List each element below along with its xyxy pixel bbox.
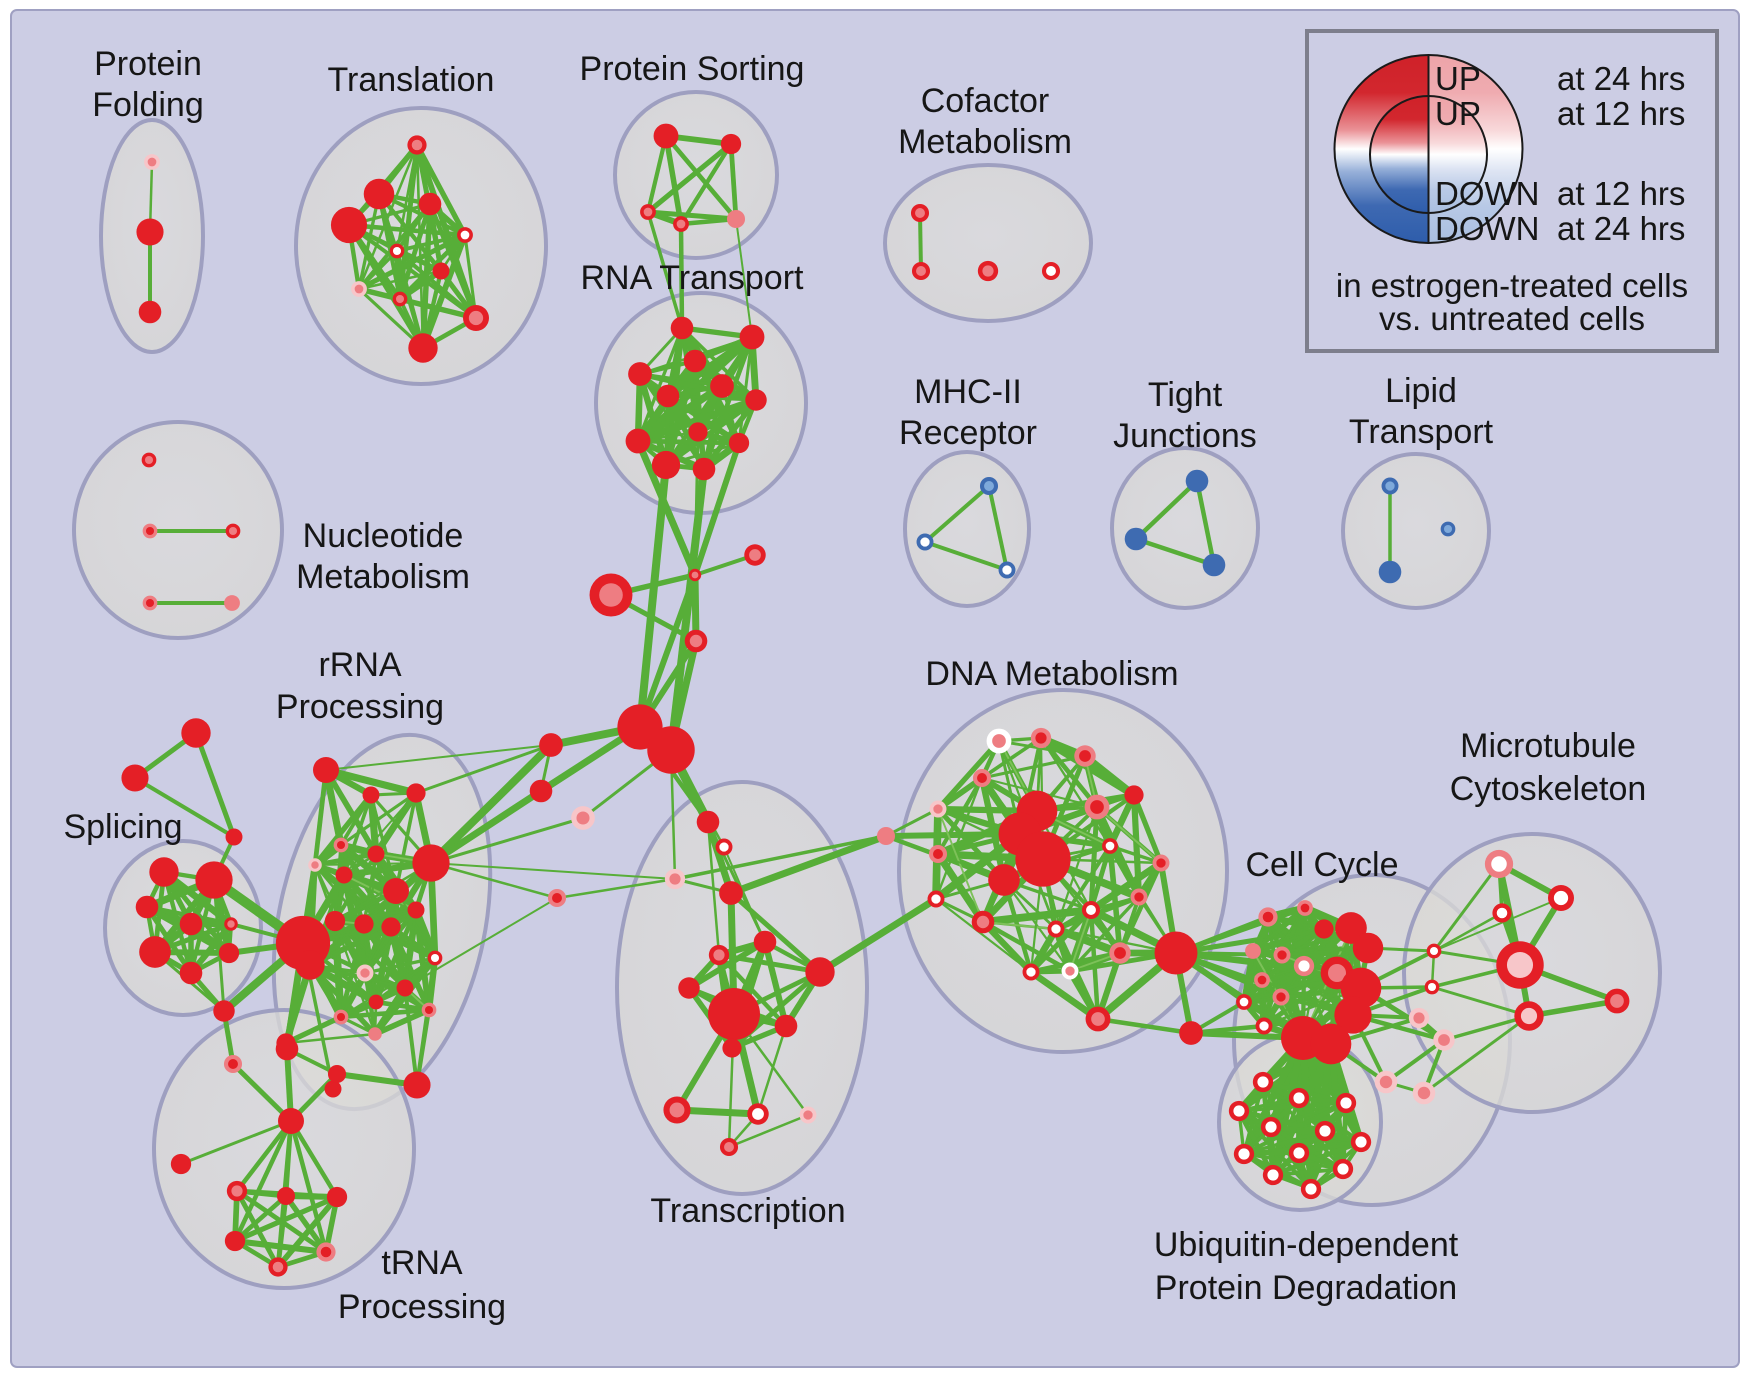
svg-text:Folding: Folding (92, 86, 204, 124)
svg-text:Cell Cycle: Cell Cycle (1245, 846, 1398, 884)
svg-text:vs. untreated cells: vs. untreated cells (1379, 300, 1645, 337)
svg-text:Microtubule: Microtubule (1460, 727, 1636, 765)
svg-text:Receptor: Receptor (899, 414, 1037, 452)
svg-text:RNA Transport: RNA Transport (581, 259, 805, 297)
svg-text:at 24 hrs: at 24 hrs (1557, 60, 1685, 97)
svg-text:UP: UP (1435, 60, 1481, 97)
svg-text:Metabolism: Metabolism (898, 123, 1072, 161)
svg-text:Nucleotide: Nucleotide (303, 517, 464, 555)
svg-text:UP: UP (1435, 95, 1481, 132)
svg-text:Processing: Processing (276, 688, 444, 726)
svg-text:DOWN: DOWN (1435, 210, 1539, 247)
svg-text:at 24 hrs: at 24 hrs (1557, 210, 1685, 247)
svg-text:DOWN: DOWN (1435, 175, 1539, 212)
svg-text:Translation: Translation (328, 61, 495, 99)
svg-text:Lipid: Lipid (1385, 372, 1457, 410)
svg-text:Cytoskeleton: Cytoskeleton (1450, 770, 1647, 808)
svg-text:Protein Degradation: Protein Degradation (1155, 1269, 1457, 1307)
svg-text:Ubiquitin-dependent: Ubiquitin-dependent (1154, 1226, 1459, 1264)
svg-text:MHC-II: MHC-II (914, 373, 1022, 411)
svg-text:Tight: Tight (1148, 376, 1223, 414)
svg-text:Splicing: Splicing (63, 808, 182, 846)
svg-text:Transcription: Transcription (650, 1192, 845, 1230)
svg-text:rRNA: rRNA (318, 646, 401, 684)
svg-text:Protein Sorting: Protein Sorting (580, 50, 805, 88)
svg-text:Transport: Transport (1349, 413, 1494, 451)
svg-text:tRNA: tRNA (381, 1244, 463, 1282)
svg-text:Metabolism: Metabolism (296, 558, 470, 596)
svg-text:at 12 hrs: at 12 hrs (1557, 95, 1685, 132)
svg-text:Cofactor: Cofactor (921, 82, 1050, 120)
svg-text:in estrogen-treated cells: in estrogen-treated cells (1336, 267, 1688, 304)
svg-text:DNA Metabolism: DNA Metabolism (925, 655, 1178, 693)
svg-text:Protein: Protein (94, 45, 202, 83)
svg-text:at 12 hrs: at 12 hrs (1557, 175, 1685, 212)
svg-text:Processing: Processing (338, 1288, 506, 1326)
svg-text:Junctions: Junctions (1113, 417, 1257, 455)
